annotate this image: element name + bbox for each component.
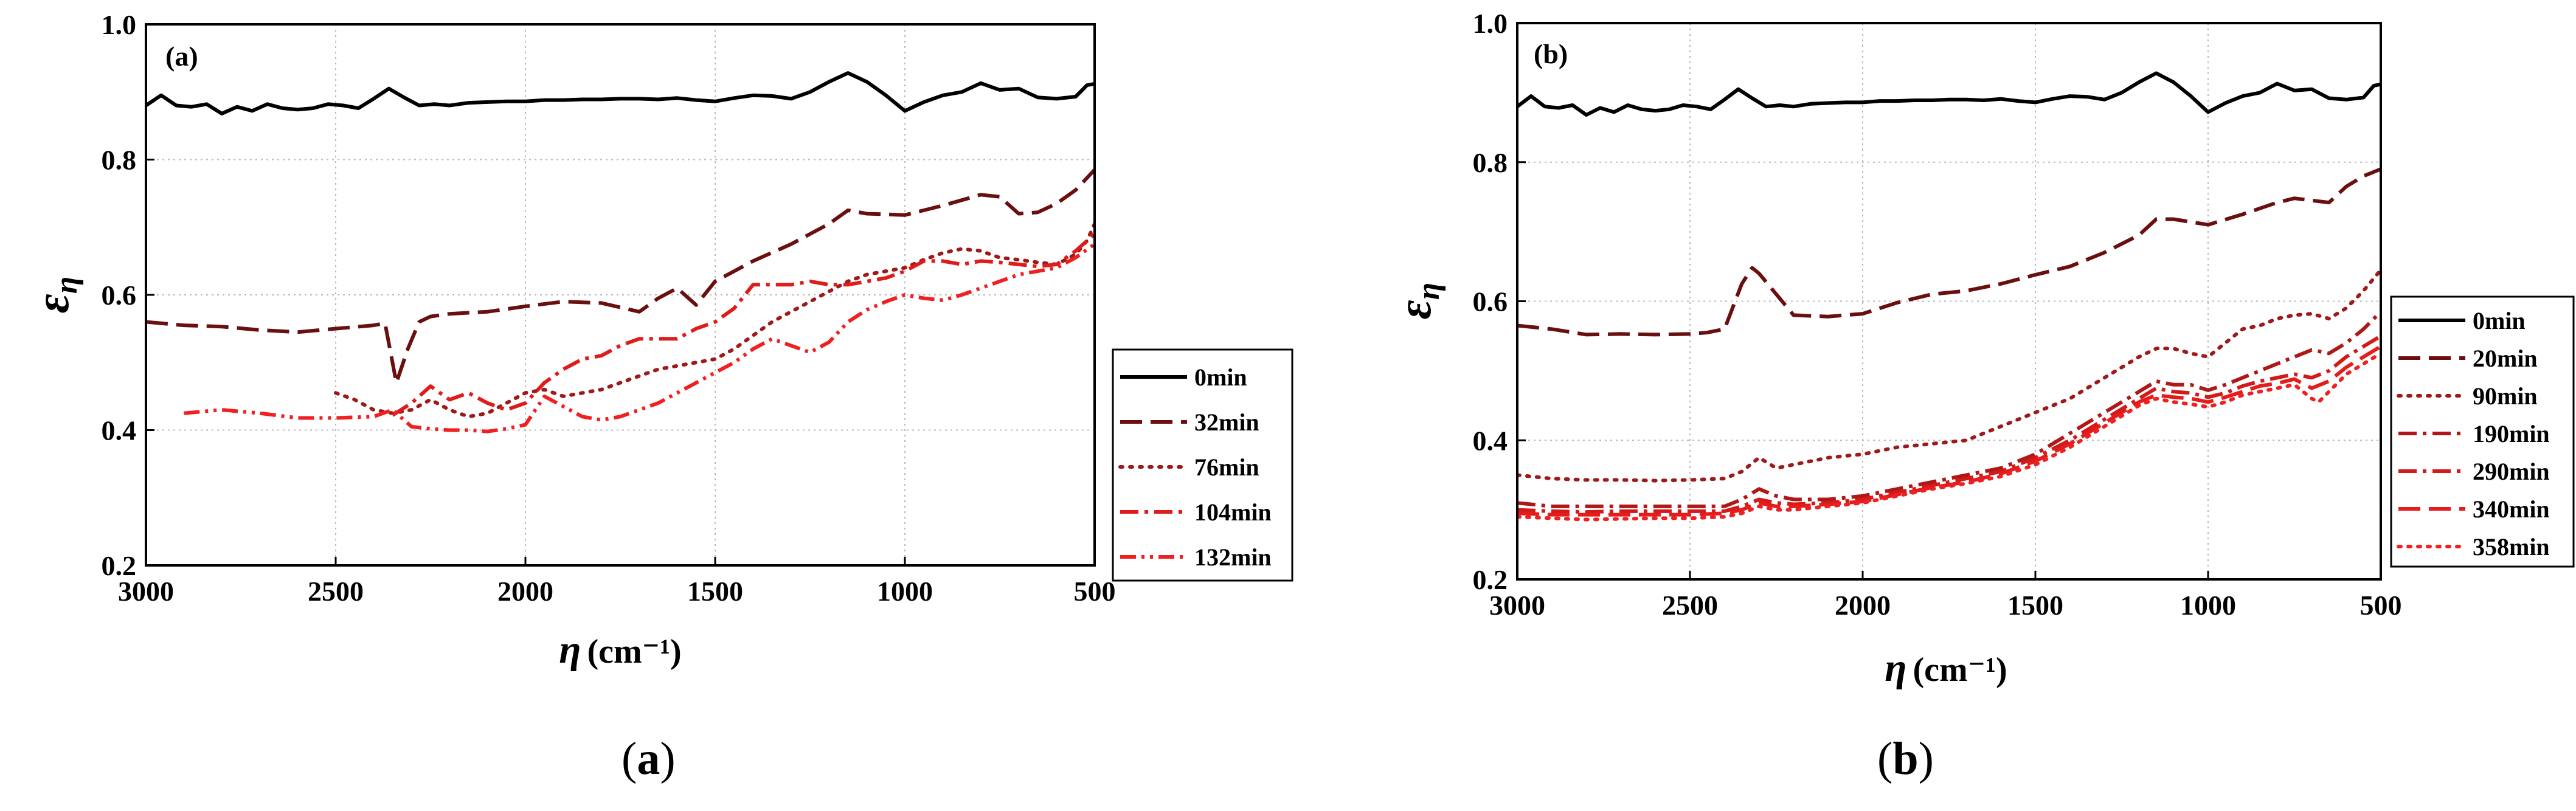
- x-tick-label: 3000: [118, 576, 174, 607]
- legend-label-76min: 76min: [1194, 454, 1259, 481]
- x-axis-label-b: η (cm⁻¹): [1885, 646, 2007, 690]
- series-line-358min: [1517, 351, 2381, 522]
- series-line-104min: [391, 232, 1095, 417]
- legend-a: 0min 32min 76min 104min 132min: [1112, 348, 1293, 582]
- y-tick-label: 1.0: [102, 9, 137, 40]
- legend-b: 0min 20min 90min 190min 290min 340min 358min: [2390, 295, 2575, 568]
- ticks-a: 3000 2500 2000 1500 1000 500 0.2 0.4 0.6 0.8 1.0: [102, 9, 1116, 607]
- y-tick-label: 0.8: [102, 145, 137, 176]
- y-tick-label: 0.6: [102, 280, 137, 311]
- series-line-132min: [184, 243, 1095, 433]
- x-tick-label: 500: [2360, 590, 2402, 621]
- caption-a: (a): [621, 733, 676, 784]
- panel-label-b: (b): [1534, 38, 1568, 69]
- y-tick-label: 0.2: [1473, 564, 1508, 595]
- series-line-90min: [1517, 268, 2381, 483]
- grid-a: [146, 24, 1095, 565]
- x-tick-label: 1500: [2007, 590, 2063, 621]
- x-tick-label: 3000: [1489, 590, 1545, 621]
- x-tick-label: 1000: [877, 576, 933, 607]
- y-axis-label-b: εη: [1388, 283, 1446, 320]
- legend-label-340min: 340min: [2473, 495, 2550, 523]
- x-tick-label: 2000: [1835, 590, 1891, 621]
- grid-b: [1517, 23, 2381, 579]
- series-a: [146, 71, 1095, 433]
- legend-label-104min: 104min: [1194, 499, 1272, 526]
- series-line-0min: [146, 71, 1095, 116]
- x-tick-label: 2500: [308, 576, 364, 607]
- legend-label-0min: 0min: [1194, 364, 1247, 391]
- y-axis-label-a: εη: [26, 277, 84, 314]
- x-tick-label: 1500: [687, 576, 743, 607]
- legend-label-90min: 90min: [2473, 382, 2538, 410]
- panel-label-a: (a): [165, 41, 198, 72]
- legend-label-32min: 32min: [1194, 409, 1259, 436]
- legend-label-0min: 0min: [2473, 307, 2526, 334]
- series-line-290min: [1517, 334, 2381, 514]
- legend-label-20min: 20min: [2473, 345, 2538, 372]
- series-line-0min: [1517, 71, 2381, 117]
- series-line-190min: [1517, 310, 2381, 508]
- x-tick-label: 2000: [497, 576, 553, 607]
- y-tick-label: 0.4: [1473, 425, 1508, 456]
- series-line-20min: [1517, 167, 2381, 337]
- legend-box: [2390, 295, 2575, 568]
- series-line-76min: [334, 222, 1095, 419]
- chart-panel-b: 3000 2500 2000 1500 1000 500 0.2 0.4 0.6 0.8 1.0 (…: [1388, 8, 2575, 690]
- ticks-b: 3000 2500 2000 1500 1000 500 0.2 0.4 0.6 0.8 1.0: [1473, 8, 2402, 621]
- legend-label-290min: 290min: [2473, 458, 2550, 485]
- series-line-340min: [1517, 345, 2381, 517]
- series-b: [1517, 71, 2381, 522]
- x-tick-label: 1000: [2180, 590, 2236, 621]
- y-tick-label: 0.2: [102, 550, 137, 581]
- legend-label-190min: 190min: [2473, 420, 2550, 447]
- y-tick-label: 0.6: [1473, 286, 1508, 317]
- legend-box: [1112, 348, 1293, 582]
- y-tick-label: 1.0: [1473, 8, 1508, 39]
- chart-panel-a: 3000 2500 2000 1500 1000 500 0.2 0.4 0.6 0.8 1.0 (…: [26, 9, 1293, 672]
- series-line-32min: [146, 168, 1095, 385]
- caption-b: (b): [1877, 733, 1934, 784]
- x-axis-label-a: η (cm⁻¹): [559, 627, 681, 672]
- y-tick-label: 0.8: [1473, 147, 1508, 178]
- y-tick-label: 0.4: [102, 415, 137, 446]
- legend-label-358min: 358min: [2473, 533, 2550, 561]
- x-tick-label: 500: [1074, 576, 1116, 607]
- x-tick-label: 2500: [1662, 590, 1718, 621]
- legend-label-132min: 132min: [1194, 544, 1272, 571]
